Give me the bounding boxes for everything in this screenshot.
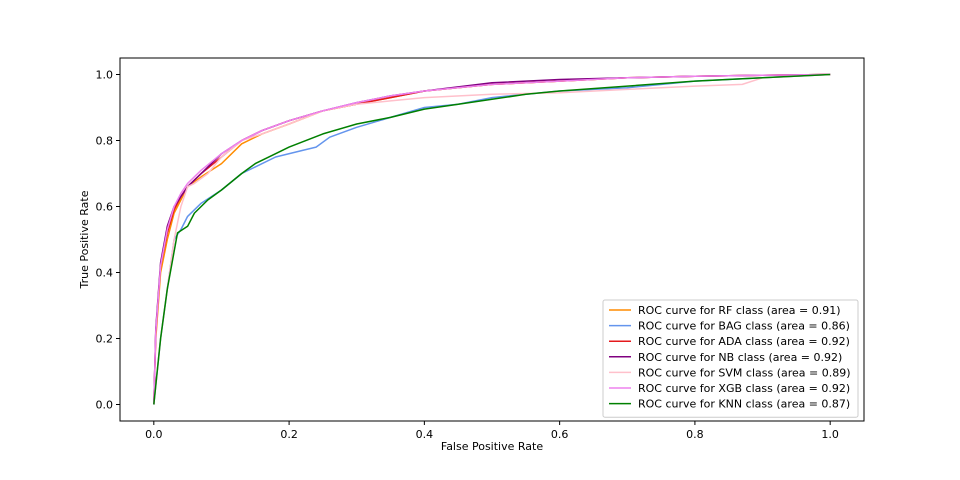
legend-label: ROC curve for NB class (area = 0.92) (638, 351, 842, 364)
x-tick-label: 0.2 (280, 428, 298, 441)
y-tick-label: 0.2 (96, 333, 114, 346)
legend-label: ROC curve for RF class (area = 0.91) (638, 304, 841, 317)
y-tick-label: 0.4 (96, 267, 114, 280)
y-tick-label: 0.6 (96, 201, 114, 214)
legend-items: ROC curve for RF class (area = 0.91) ROC … (609, 304, 851, 411)
y-ticks: 0.0 0.2 0.4 0.6 0.8 1.0 (96, 69, 120, 412)
axes-frame (119, 57, 865, 422)
plot-area (119, 57, 865, 422)
x-axis-label: False Positive Rate (441, 440, 543, 453)
series-line-5 (153, 73, 831, 405)
y-axis-label: True Positive Rate (78, 190, 91, 289)
series-layer (153, 73, 831, 405)
x-tick-label: 0.4 (416, 428, 434, 441)
series-line-7 (153, 73, 831, 405)
y-tick-label: 0.0 (96, 399, 114, 412)
legend-label: ROC curve for ADA class (area = 0.92) (638, 335, 850, 348)
x-tick-label: 0.0 (145, 428, 163, 441)
legend: ROC curve for RF class (area = 0.91) ROC … (602, 299, 859, 418)
legend-label: ROC curve for SVM class (area = 0.89) (638, 366, 851, 379)
legend-box (602, 299, 859, 418)
legend-label: ROC curve for BAG class (area = 0.86) (638, 320, 850, 333)
x-ticks: 0.0 0.2 0.4 0.6 0.8 1.0 (145, 421, 839, 441)
legend-label: ROC curve for XGB class (area = 0.92) (638, 382, 850, 395)
x-tick-label: 0.6 (551, 428, 569, 441)
legend-label: ROC curve for KNN class (area = 0.87) (638, 398, 850, 411)
y-tick-label: 0.8 (96, 135, 114, 148)
y-tick-label: 1.0 (96, 69, 114, 82)
series-line-6 (153, 73, 831, 405)
x-tick-label: 0.8 (686, 428, 704, 441)
x-tick-label: 1.0 (821, 428, 839, 441)
